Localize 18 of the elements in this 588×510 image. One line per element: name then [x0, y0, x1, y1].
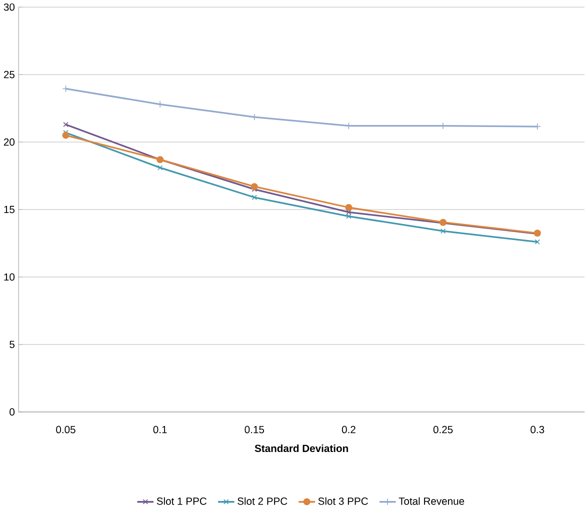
y-tick-label: 30 [4, 3, 15, 11]
y-tick-label: 10 [4, 273, 15, 280]
x-tick-label: 0.15 [244, 426, 264, 434]
legend-label: Slot 1 PPC [156, 497, 206, 505]
x-tick-label: 0.3 [530, 426, 544, 434]
legend-label: Slot 2 PPC [238, 497, 288, 505]
x-tick-label: 0.05 [56, 426, 76, 434]
x-axis-title: Standard Deviation [254, 444, 348, 452]
y-tick-label: 15 [4, 206, 15, 213]
x-tick-label: 0.2 [342, 426, 356, 434]
legend-label: Total Revenue [398, 497, 464, 505]
y-tick-label: 5 [10, 340, 15, 348]
x-tick-label: 0.1 [153, 426, 167, 434]
y-tick-label: 20 [4, 138, 15, 146]
y-tick-label: 0 [10, 408, 15, 416]
y-tick-label: 25 [4, 70, 15, 78]
legend-label: Slot 3 PPC [318, 497, 368, 505]
x-tick-label: 0.25 [433, 426, 453, 434]
